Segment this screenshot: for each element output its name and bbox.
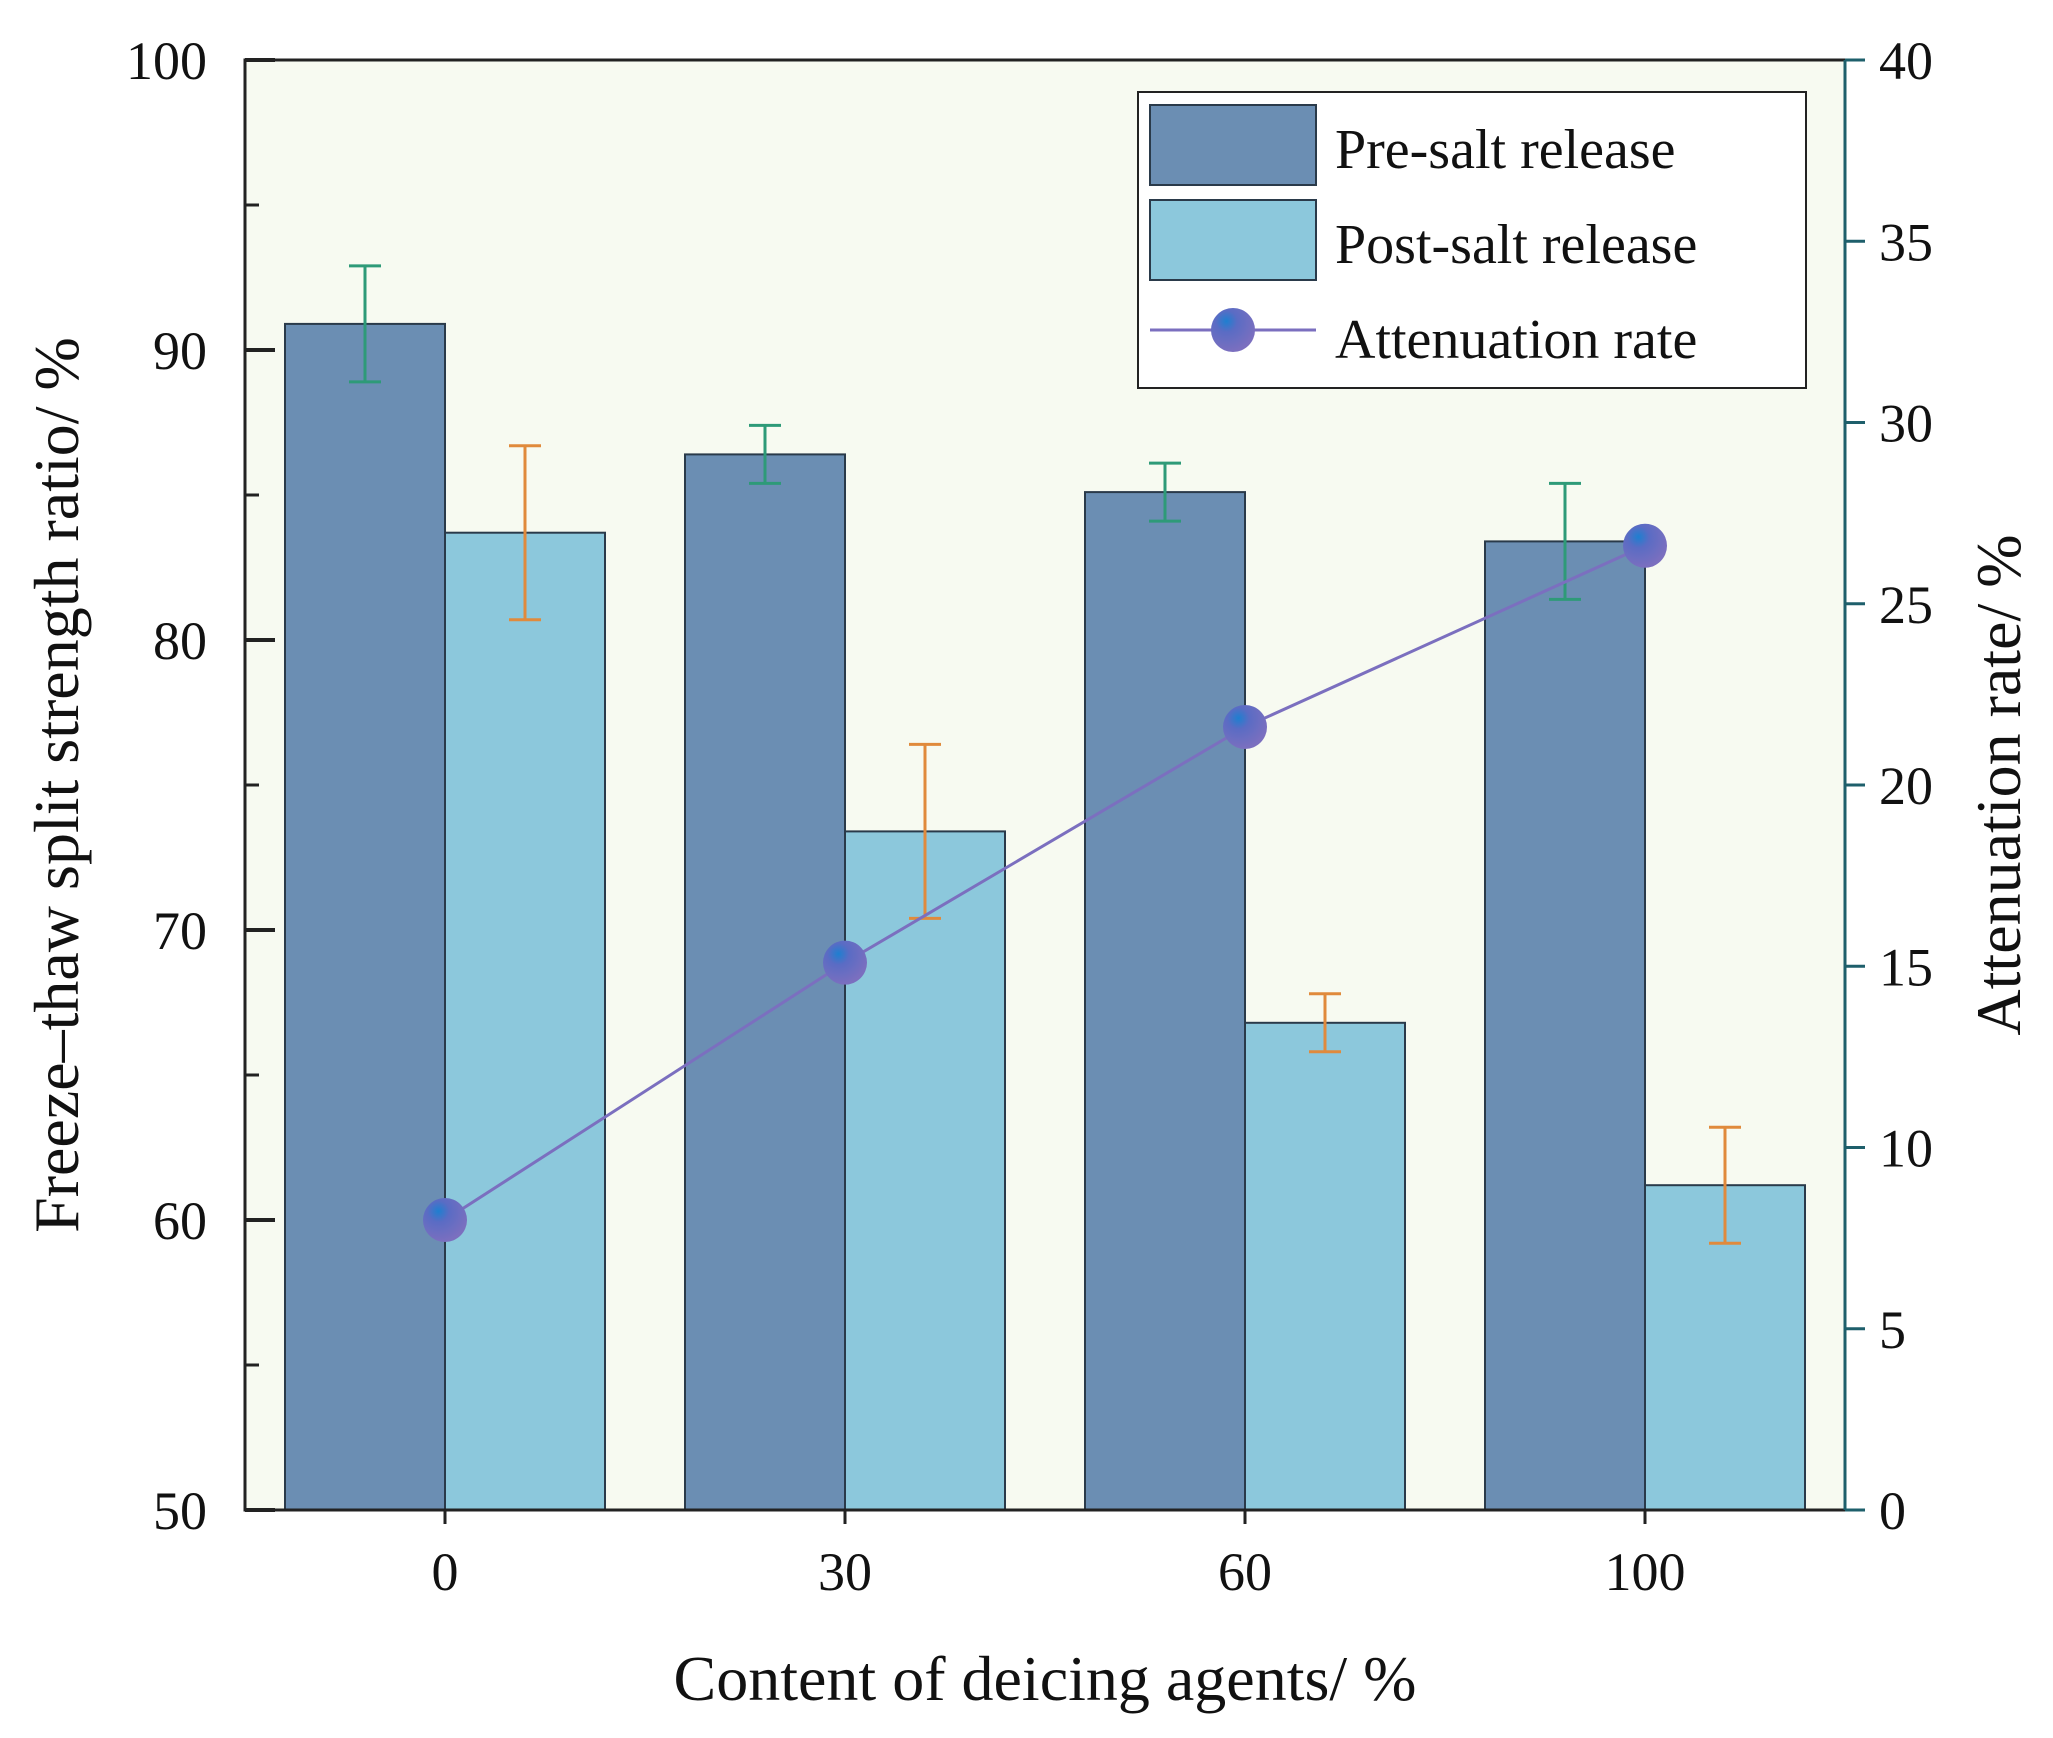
legend-label-pre-salt: Pre-salt release	[1335, 119, 1675, 181]
y-tick-label-100: 100	[126, 31, 207, 91]
error-bars	[349, 264, 1741, 1245]
y2-tick-label-15: 15	[1879, 937, 1933, 997]
y2-tick-label-40: 40	[1879, 31, 1933, 91]
y2-tick-label-25: 25	[1879, 575, 1933, 635]
bar-pre-salt-0	[284, 322, 446, 1511]
left-axis: 50 60 70 80 90 100	[126, 31, 275, 1541]
y-tick-label-50: 50	[153, 1481, 207, 1541]
y-axis-title: Freeze–thaw split strength ratio/ %	[21, 337, 92, 1233]
bars	[284, 322, 1806, 1512]
y-tick-label-90: 90	[153, 321, 207, 381]
x-tick-label-100: 100	[1605, 1542, 1686, 1602]
x-axis-title: Content of deicing agents/ %	[674, 1643, 1417, 1714]
bar-post-salt-30	[844, 830, 1006, 1511]
y2-tick-label-20: 20	[1879, 756, 1933, 816]
attenuation-point-30	[823, 940, 867, 985]
right-axis: 0 5 10 15 20 25 30 35 40	[1843, 31, 1933, 1541]
y2-tick-label-0: 0	[1879, 1481, 1906, 1541]
bar-pre-salt-60	[1084, 491, 1246, 1512]
y2-tick-label-35: 35	[1879, 212, 1933, 272]
attenuation-line	[444, 544, 1646, 1222]
legend-label-post-salt: Post-salt release	[1335, 214, 1697, 276]
attenuation-point-60	[1223, 705, 1267, 749]
bar-post-salt-0	[444, 531, 606, 1511]
legend-swatch-pre-salt	[1149, 104, 1317, 186]
attenuation-line-layer	[423, 523, 1667, 1242]
y2-tick-label-10: 10	[1879, 1119, 1933, 1179]
bar-pre-salt-100	[1484, 540, 1646, 1511]
legend-swatch-post-salt	[1149, 199, 1317, 281]
legend-label-attenuation: Attenuation rate	[1335, 309, 1697, 371]
legend-marker-attenuation	[1211, 308, 1255, 352]
y2-axis-title: Attenuation rate/ %	[1963, 534, 2034, 1035]
attenuation-point-0	[423, 1198, 467, 1242]
y-tick-label-60: 60	[153, 1191, 207, 1251]
x-tick-label-30: 30	[818, 1542, 872, 1602]
x-axis: 0 30 60 100	[432, 1510, 1686, 1602]
y-tick-label-80: 80	[153, 611, 207, 671]
y-tick-label-70: 70	[153, 901, 207, 961]
attenuation-point-100	[1623, 523, 1667, 568]
bar-pre-salt-30	[684, 453, 846, 1511]
bar-post-salt-60	[1244, 1021, 1406, 1511]
x-tick-label-0: 0	[432, 1542, 459, 1602]
y2-tick-label-5: 5	[1879, 1300, 1906, 1360]
y2-tick-label-30: 30	[1879, 394, 1933, 454]
legend: Pre-salt release Post-salt release Atten…	[1137, 91, 1807, 389]
x-tick-label-60: 60	[1218, 1542, 1272, 1602]
